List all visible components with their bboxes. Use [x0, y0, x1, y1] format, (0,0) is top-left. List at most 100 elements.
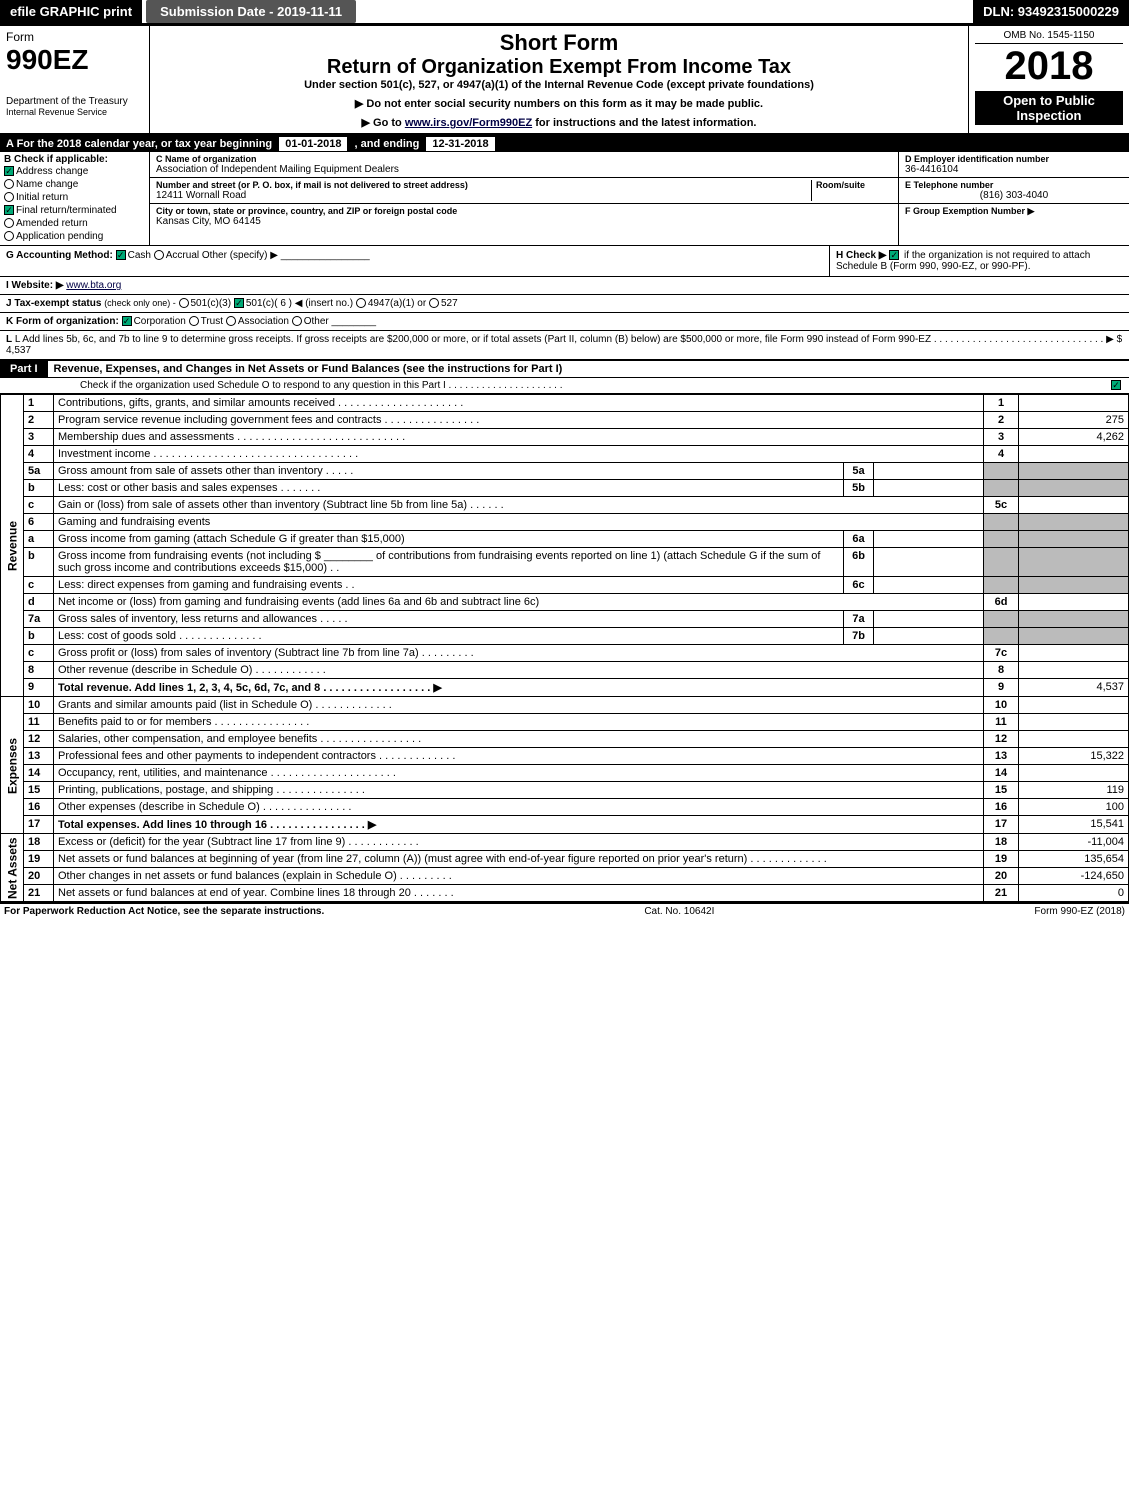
- sub-no: 6b: [844, 548, 874, 577]
- line-desc: Gross amount from sale of assets other t…: [54, 463, 844, 480]
- j-4947: 4947(a)(1) or: [368, 298, 426, 309]
- grey-cell: [1019, 463, 1129, 480]
- lines-table: Revenue 1 Contributions, gifts, grants, …: [0, 394, 1129, 902]
- goto-post: for instructions and the latest informat…: [532, 117, 756, 129]
- revenue-side-label: Revenue: [1, 395, 24, 697]
- l-value: 4,537: [6, 345, 31, 356]
- line-amt: [1019, 714, 1129, 731]
- line-no: 21: [24, 885, 54, 902]
- line-no: 18: [24, 834, 54, 851]
- line-box: 13: [984, 748, 1019, 765]
- table-row: b Gross income from fundraising events (…: [1, 548, 1129, 577]
- k-corp-check[interactable]: ✓: [122, 316, 132, 326]
- ein-cell: D Employer identification number 36-4416…: [899, 152, 1129, 178]
- table-row: Net Assets 18Excess or (deficit) for the…: [1, 834, 1129, 851]
- line-box: 20: [984, 868, 1019, 885]
- k-assoc-check[interactable]: [226, 316, 236, 326]
- part-1-bar: Part I: [0, 361, 48, 377]
- check-application-pending[interactable]: Application pending: [4, 230, 145, 243]
- grey-cell: [1019, 611, 1129, 628]
- group-exemption-label: F Group Exemption Number ▶: [905, 206, 1123, 217]
- table-row: c Less: direct expenses from gaming and …: [1, 577, 1129, 594]
- sub-amt: [874, 463, 984, 480]
- k-other-check[interactable]: [292, 316, 302, 326]
- line-amt: [1019, 446, 1129, 463]
- g-accrual: Accrual: [166, 250, 199, 261]
- j-4947-check[interactable]: [356, 298, 366, 308]
- check-initial-return[interactable]: Initial return: [4, 191, 145, 204]
- form-title-block: Short Form Return of Organization Exempt…: [150, 26, 969, 133]
- expenses-side-label: Expenses: [1, 697, 24, 834]
- group-exemption-cell: F Group Exemption Number ▶: [899, 204, 1129, 219]
- j-501c-check[interactable]: ✓: [234, 298, 244, 308]
- j-501c: 501(c)( 6 ) ◀ (insert no.): [246, 298, 353, 309]
- table-row: 7a Gross sales of inventory, less return…: [1, 611, 1129, 628]
- line-desc: Gain or (loss) from sale of assets other…: [54, 497, 984, 514]
- table-row: 4 Investment income . . . . . . . . . . …: [1, 446, 1129, 463]
- check-address-change[interactable]: ✓Address change: [4, 165, 145, 178]
- line-amt: 0: [1019, 885, 1129, 902]
- line-desc: Gross income from gaming (attach Schedul…: [54, 531, 844, 548]
- sub-no: 6a: [844, 531, 874, 548]
- g-cash-check[interactable]: ✓: [116, 250, 126, 260]
- table-row: 20Other changes in net assets or fund ba…: [1, 868, 1129, 885]
- line-desc: Other expenses (describe in Schedule O) …: [54, 799, 984, 816]
- org-city: Kansas City, MO 64145: [156, 216, 892, 227]
- line-amt: 4,537: [1019, 679, 1129, 697]
- return-title: Return of Organization Exempt From Incom…: [158, 56, 960, 79]
- line-no: 13: [24, 748, 54, 765]
- line-no: 20: [24, 868, 54, 885]
- g-label: G Accounting Method:: [6, 250, 113, 261]
- check-amended-return[interactable]: Amended return: [4, 217, 145, 230]
- part-1-schedule-o-check[interactable]: ✓: [1111, 380, 1121, 390]
- line-no: 7a: [24, 611, 54, 628]
- grey-cell: [1019, 628, 1129, 645]
- line-box: 12: [984, 731, 1019, 748]
- addr-label: Number and street (or P. O. box, if mail…: [156, 180, 807, 190]
- org-city-cell: City or town, state or province, country…: [150, 204, 898, 229]
- table-row: 9 Total revenue. Add lines 1, 2, 3, 4, 5…: [1, 679, 1129, 697]
- section-c-block: C Name of organization Association of In…: [150, 152, 899, 245]
- line-no: 1: [24, 395, 54, 412]
- grey-cell: [1019, 514, 1129, 531]
- line-desc: Program service revenue including govern…: [54, 412, 984, 429]
- line-amt: 135,654: [1019, 851, 1129, 868]
- line-no: 2: [24, 412, 54, 429]
- table-row: c Gross profit or (loss) from sales of i…: [1, 645, 1129, 662]
- website-link[interactable]: www.bta.org: [66, 280, 121, 291]
- line-box: 1: [984, 395, 1019, 412]
- k-trust-check[interactable]: [189, 316, 199, 326]
- taxyear-begin: 01-01-2018: [279, 137, 347, 151]
- k-form-org-row: K Form of organization: ✓Corporation Tru…: [0, 313, 1129, 331]
- no-ssn-notice: ▶ Do not enter social security numbers o…: [158, 97, 960, 110]
- form-label: Form: [6, 30, 143, 44]
- efile-label[interactable]: efile GRAPHIC print: [0, 0, 142, 23]
- line-amt: -124,650: [1019, 868, 1129, 885]
- line-amt: 119: [1019, 782, 1129, 799]
- line-amt: [1019, 395, 1129, 412]
- goto-link[interactable]: www.irs.gov/Form990EZ: [405, 117, 532, 129]
- l-text: L Add lines 5b, 6c, and 7b to line 9 to …: [15, 334, 1122, 345]
- check-name-change[interactable]: Name change: [4, 178, 145, 191]
- goto-pre: ▶ Go to: [362, 117, 405, 129]
- check-final-return[interactable]: ✓Final return/terminated: [4, 204, 145, 217]
- sub-no: 7b: [844, 628, 874, 645]
- ein-value: 36-4416104: [905, 164, 1123, 175]
- line-no: b: [24, 548, 54, 577]
- line-amt: [1019, 697, 1129, 714]
- j-527-check[interactable]: [429, 298, 439, 308]
- j-501c3-check[interactable]: [179, 298, 189, 308]
- h-checkbox[interactable]: ✓: [889, 250, 899, 260]
- table-row: Expenses 10 Grants and similar amounts p…: [1, 697, 1129, 714]
- line-desc: Excess or (deficit) for the year (Subtra…: [54, 834, 984, 851]
- line-desc: Grants and similar amounts paid (list in…: [54, 697, 984, 714]
- line-no: c: [24, 645, 54, 662]
- grey-cell: [984, 577, 1019, 594]
- line-no: 14: [24, 765, 54, 782]
- grey-cell: [984, 480, 1019, 497]
- goto-line: ▶ Go to www.irs.gov/Form990EZ for instru…: [158, 116, 960, 129]
- line-desc: Gross sales of inventory, less returns a…: [54, 611, 844, 628]
- g-other: Other (specify) ▶: [202, 250, 278, 261]
- g-accrual-check[interactable]: [154, 250, 164, 260]
- grey-cell: [984, 548, 1019, 577]
